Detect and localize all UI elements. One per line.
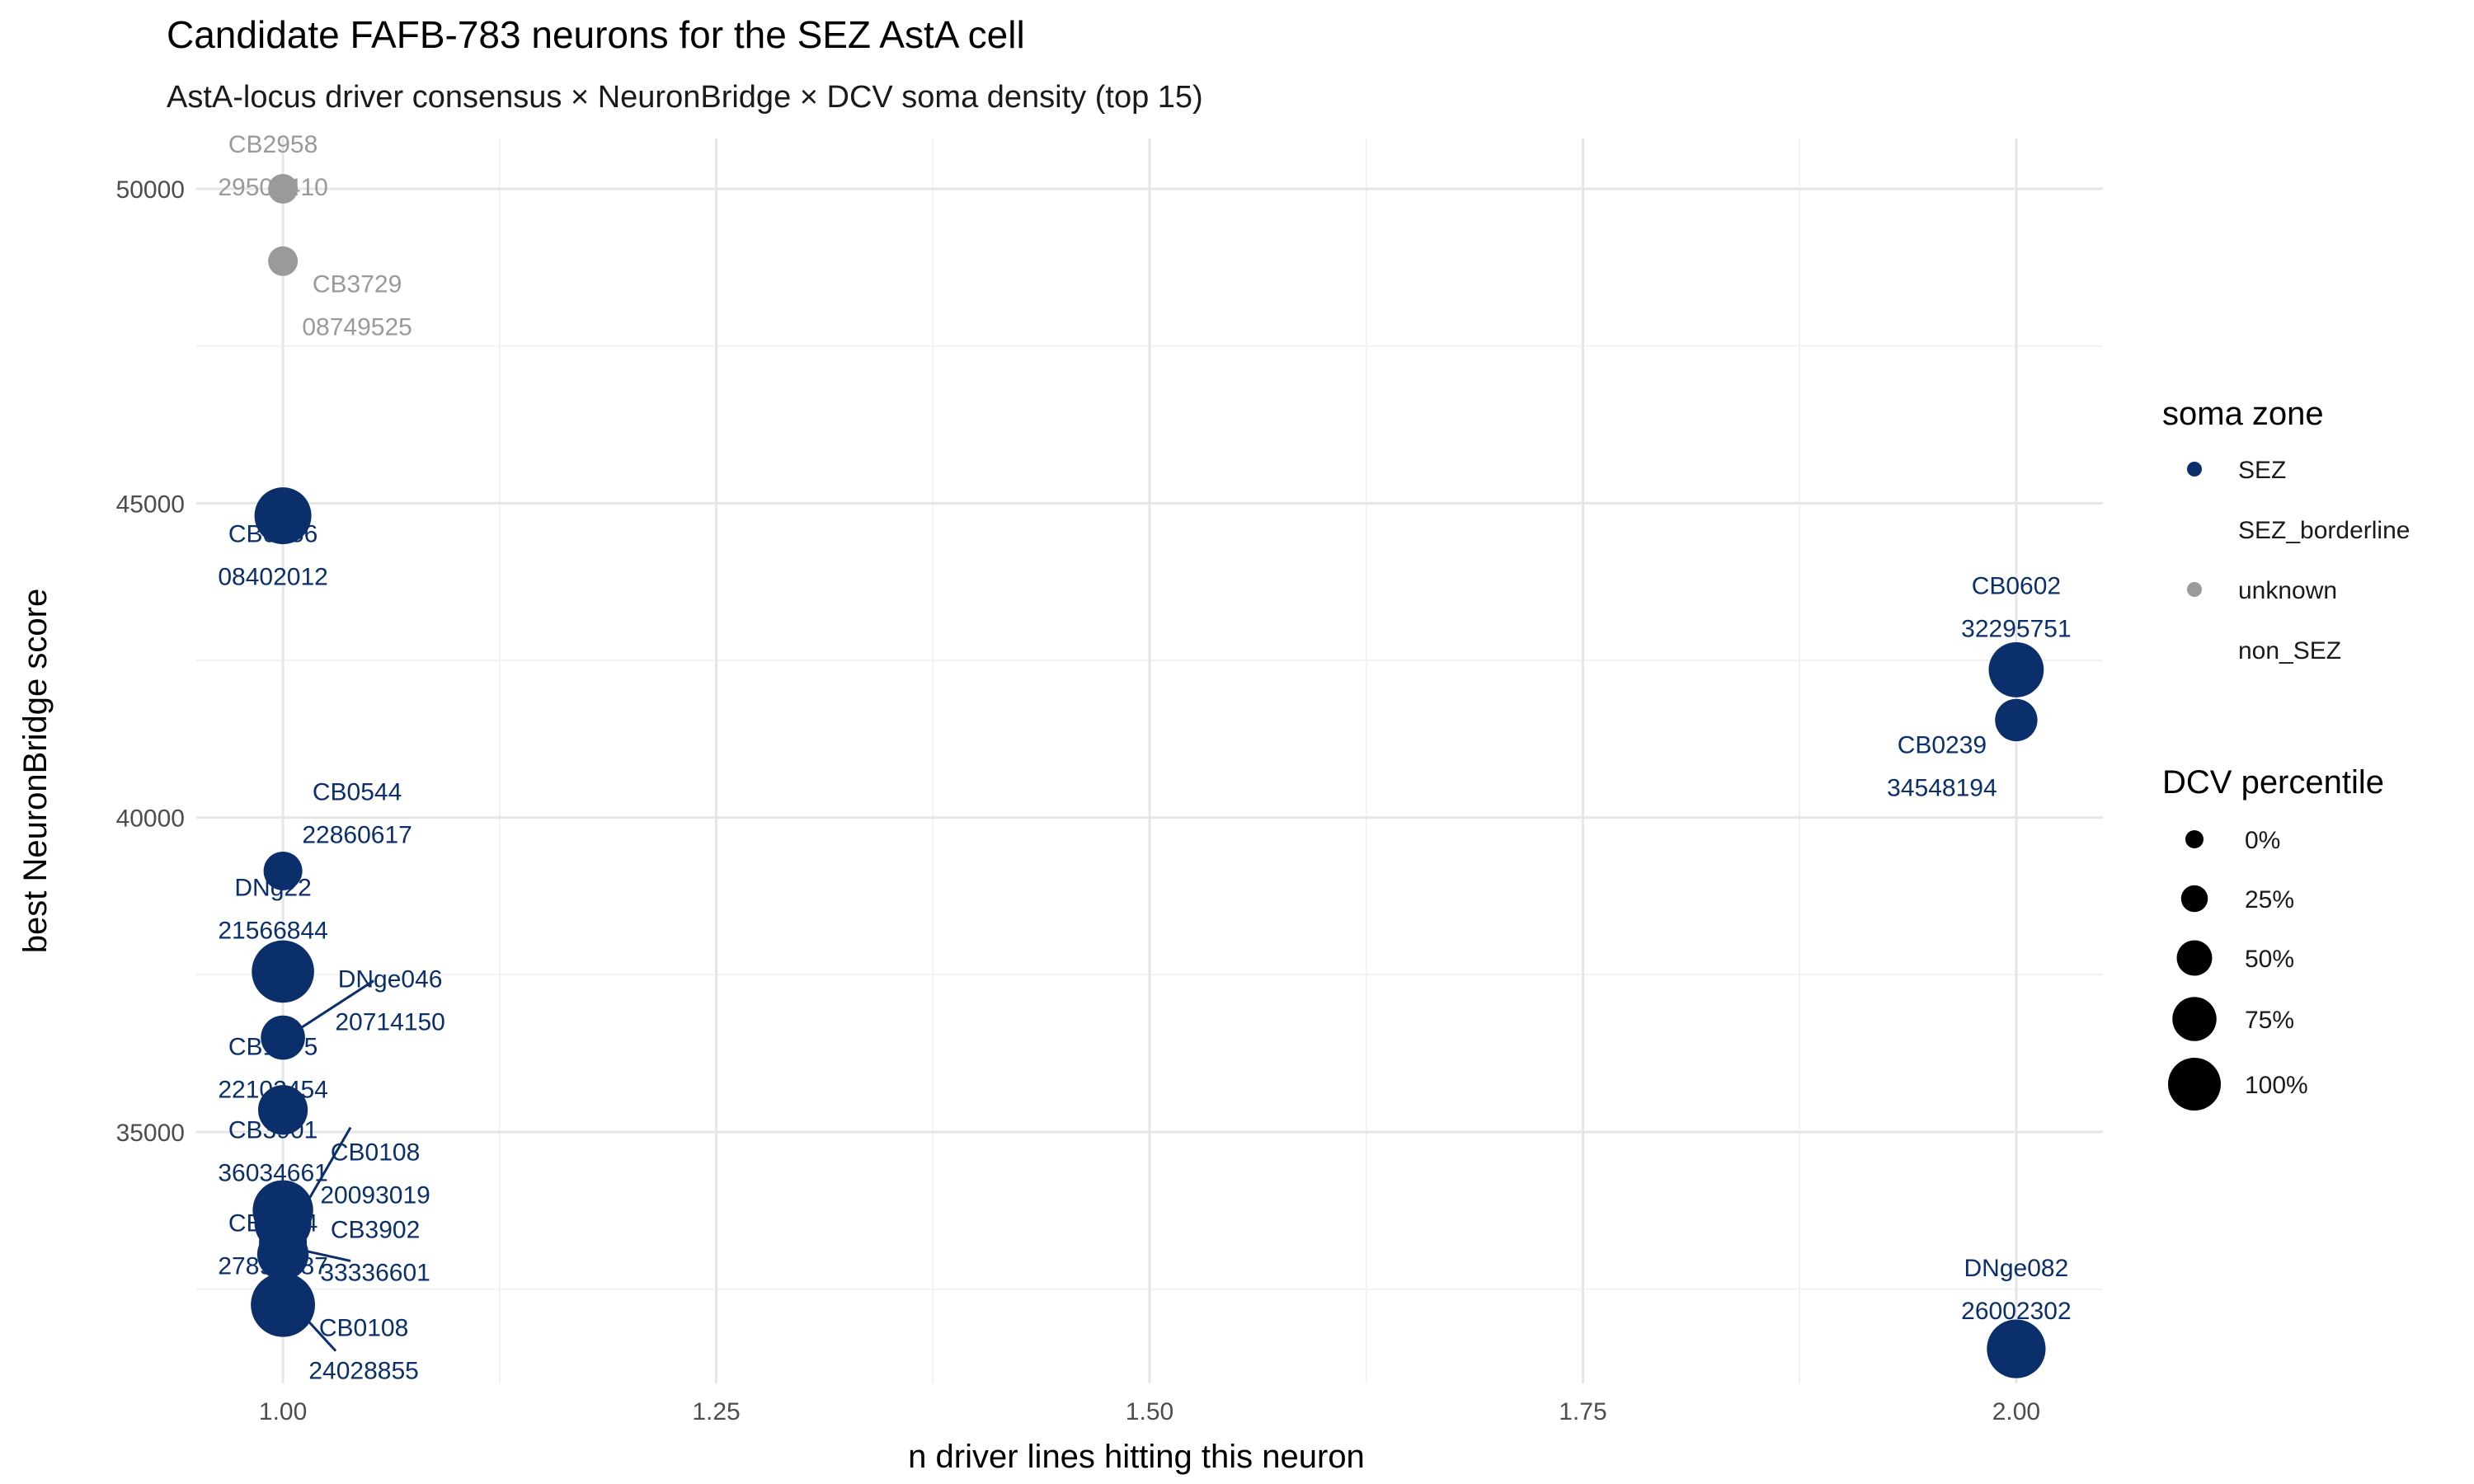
point-label-name: DNge082 <box>1964 1255 2069 1282</box>
point-label-id: 29500410 <box>218 174 327 201</box>
point-label-id: 20093019 <box>320 1182 430 1209</box>
x-tick-label: 1.75 <box>1559 1398 1606 1425</box>
data-point <box>1995 698 2038 742</box>
legend-size-key <box>2168 1058 2221 1111</box>
data-point <box>252 940 314 1003</box>
point-label-id: 33336601 <box>320 1259 430 1286</box>
legend-color-label: unknown <box>2238 577 2337 604</box>
chart-subtitle: AstA-locus driver consensus × NeuronBrid… <box>167 80 1203 115</box>
x-axis-title: n driver lines hitting this neuron <box>908 1439 1365 1475</box>
point-label-name: DNge046 <box>338 966 443 993</box>
axis-ticks: 1.00 1.25 1.50 1.75 2.00 35000 40000 45000 50000 <box>116 176 2041 1425</box>
legend-size-label: 0% <box>2245 827 2280 854</box>
data-point <box>268 246 299 276</box>
legend-size-key <box>2176 940 2213 976</box>
y-axis-title: best NeuronBridge score <box>17 589 54 953</box>
legend-size-label: 75% <box>2245 1007 2294 1034</box>
legend-color-label: SEZ_borderline <box>2238 517 2410 544</box>
point-label-id: 21566844 <box>218 917 327 944</box>
x-tick-label: 2.00 <box>1992 1398 2040 1425</box>
legend-color-label: SEZ <box>2238 457 2286 484</box>
point-label-id: 22102454 <box>218 1076 327 1103</box>
point-label-id: 26002302 <box>1961 1298 2071 1325</box>
x-tick-label: 1.50 <box>1126 1398 1174 1425</box>
legend-color-label: non_SEZ <box>2238 637 2341 665</box>
point-label-name: CB0108 <box>319 1315 408 1342</box>
legend-size-title: DCV percentile <box>2162 764 2384 801</box>
point-label-name: CB0108 <box>331 1139 420 1167</box>
point-label-name: CB3729 <box>313 271 402 298</box>
plot-grid <box>196 139 2103 1383</box>
data-point <box>1987 1319 2046 1378</box>
legend-size-key <box>2172 997 2217 1041</box>
x-tick-label: 1.25 <box>692 1398 740 1425</box>
legend-color-key <box>2187 462 2202 477</box>
point-label-name: CB0456 <box>228 521 317 548</box>
y-tick-label: 50000 <box>116 176 185 204</box>
data-point <box>261 1015 305 1060</box>
data-point <box>251 1272 315 1337</box>
data-points <box>251 174 2046 1378</box>
point-label-name: CB1475 <box>228 1033 317 1060</box>
point-label-id: 34548194 <box>1887 774 1997 801</box>
point-label-name: CB0602 <box>1972 572 2061 599</box>
point-label-id: 27899387 <box>218 1253 327 1280</box>
legend-size-label: 25% <box>2245 886 2294 913</box>
point-label-name: CB3902 <box>331 1216 420 1243</box>
data-point <box>263 851 303 890</box>
label-leader-line <box>295 979 374 1032</box>
data-point <box>268 174 299 204</box>
legend-size-label: 100% <box>2245 1072 2308 1099</box>
legend-size-key <box>2180 885 2208 913</box>
data-point <box>257 1085 308 1135</box>
point-label-name: CB0239 <box>1898 731 1987 758</box>
point-label-id: 24028855 <box>308 1358 418 1385</box>
point-label-id: 36034661 <box>218 1159 327 1186</box>
legend-size-label: 50% <box>2245 946 2294 973</box>
legend-size-key <box>2185 830 2204 848</box>
data-point <box>256 1228 309 1280</box>
point-label-name: CB3901 <box>228 1116 317 1144</box>
point-label-id: 22860617 <box>302 821 412 848</box>
y-tick-label: 45000 <box>116 491 185 518</box>
legend-size-items: 0% 25% 50% 75% 100% <box>2168 827 2308 1111</box>
chart-title: Candidate FAFB-783 neurons for the SEZ A… <box>167 13 1025 56</box>
data-point <box>1988 642 2044 697</box>
point-label-name: CB2958 <box>228 131 317 158</box>
x-tick-label: 1.00 <box>259 1398 307 1425</box>
y-tick-label: 35000 <box>116 1120 185 1147</box>
point-label-id: 08402012 <box>218 564 327 591</box>
point-label-id: 08749525 <box>302 314 412 341</box>
point-label-id: 32295751 <box>1961 615 2071 642</box>
data-point <box>254 487 312 545</box>
data-labels: CB2958 29500410 CB3729 08749525 CB0456 084020… <box>218 131 2071 1385</box>
legend-color-key <box>2187 582 2202 597</box>
point-label-id: 20714150 <box>335 1009 444 1036</box>
legend-color-title: soma zone <box>2162 396 2324 432</box>
point-label-name: CB0544 <box>313 778 402 805</box>
point-label-name: CB0614 <box>228 1210 317 1237</box>
point-label-name: DNg22 <box>234 874 311 901</box>
y-tick-label: 40000 <box>116 805 185 833</box>
